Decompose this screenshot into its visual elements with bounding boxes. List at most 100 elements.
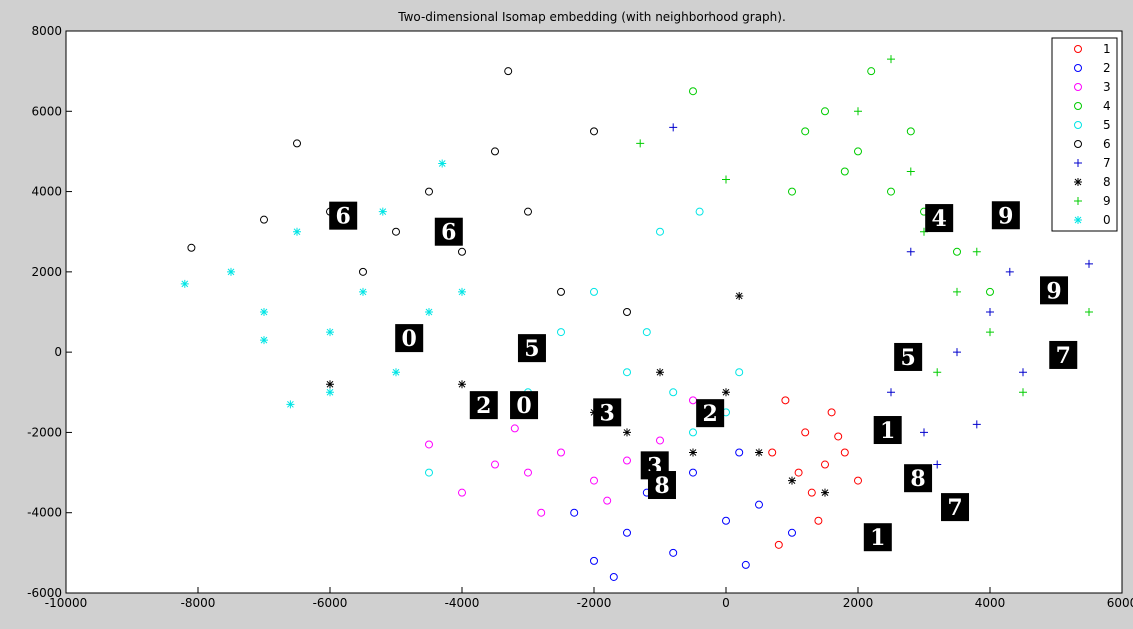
digit-label: 8 (910, 466, 925, 492)
point (603, 496, 612, 505)
point (656, 368, 664, 377)
point (887, 55, 895, 64)
legend-marker (1074, 140, 1082, 148)
digit-label: 6 (441, 220, 456, 246)
digit-label: 9 (1046, 278, 1061, 304)
point (425, 308, 433, 316)
point (788, 528, 796, 537)
point (854, 147, 862, 156)
point (933, 368, 942, 377)
point (656, 227, 664, 236)
digit-thumbnail (873, 416, 902, 445)
point (788, 187, 796, 196)
point (953, 247, 961, 256)
point (438, 159, 447, 168)
y-tick-label: -4000 (27, 506, 62, 520)
point (524, 207, 532, 216)
point (689, 428, 697, 437)
digit-label: 3 (600, 400, 615, 426)
point (425, 187, 433, 196)
legend-label: 7 (1103, 156, 1111, 170)
point (689, 468, 697, 477)
chart-title: Two-dimensional Isomap embedding (with n… (397, 10, 786, 24)
x-tick-label: -2000 (577, 596, 612, 610)
point (821, 107, 829, 116)
digit-label: 5 (524, 336, 539, 362)
point (458, 247, 466, 256)
point (491, 147, 499, 156)
digit-label: 0 (402, 326, 417, 352)
point (180, 279, 189, 288)
point (722, 175, 730, 184)
point (906, 167, 915, 176)
point (986, 328, 994, 337)
y-tick-label: 0 (54, 345, 62, 359)
digit-label: 5 (901, 345, 916, 371)
point (286, 400, 295, 409)
point (293, 139, 301, 148)
point (953, 287, 961, 296)
point (491, 460, 499, 469)
digit-thumbnail (517, 334, 546, 363)
point (260, 215, 268, 224)
digit-thumbnail (1049, 340, 1078, 369)
point (623, 528, 631, 537)
point (827, 408, 836, 417)
digit-thumbnail (991, 201, 1020, 230)
y-tick-label: -2000 (27, 425, 62, 439)
point (609, 572, 618, 581)
point (378, 207, 387, 216)
point (689, 87, 697, 96)
point (821, 488, 829, 497)
point (227, 267, 235, 276)
x-tick-label: -6000 (313, 596, 348, 610)
digit-label: 6 (336, 204, 351, 230)
point (801, 428, 810, 437)
point (735, 291, 744, 300)
digit-thumbnail (863, 523, 892, 552)
point (326, 388, 334, 397)
points (180, 55, 1093, 581)
point (755, 448, 763, 457)
digit-thumbnail (593, 398, 622, 427)
point (1019, 368, 1027, 377)
point (537, 508, 546, 517)
legend-marker (1074, 64, 1082, 72)
x-tick-label: 2000 (843, 596, 874, 610)
point (510, 424, 519, 433)
digit-label: 0 (516, 393, 531, 419)
point (840, 448, 849, 457)
digit-label: 8 (654, 473, 669, 499)
legend-marker (1074, 159, 1082, 167)
digit-thumbnail (925, 204, 954, 233)
digit-thumbnail (395, 324, 424, 353)
x-tick-label: -8000 (181, 596, 216, 610)
point (260, 308, 268, 316)
point (906, 127, 915, 136)
legend-marker (1074, 216, 1082, 224)
point (504, 67, 513, 76)
y-tick-label: 6000 (31, 104, 62, 118)
digit-thumbnail (510, 391, 539, 420)
point (669, 548, 678, 557)
point (1005, 267, 1014, 276)
point (623, 368, 631, 377)
x-tick-label: 6000 (1107, 596, 1133, 610)
legend-marker (1074, 197, 1082, 205)
point (735, 368, 744, 377)
point (623, 428, 631, 437)
point (972, 247, 981, 256)
point (1085, 259, 1093, 268)
point (695, 207, 704, 216)
digit-thumbnail (434, 217, 463, 246)
legend-label: 8 (1103, 175, 1111, 189)
digit-thumbnail (696, 399, 725, 428)
y-tick-label: 8000 (31, 24, 62, 38)
legend-label: 9 (1103, 194, 1111, 208)
digit-label: 7 (947, 495, 962, 521)
point (774, 540, 783, 549)
point (458, 380, 466, 389)
point (722, 516, 730, 525)
point (458, 488, 466, 497)
